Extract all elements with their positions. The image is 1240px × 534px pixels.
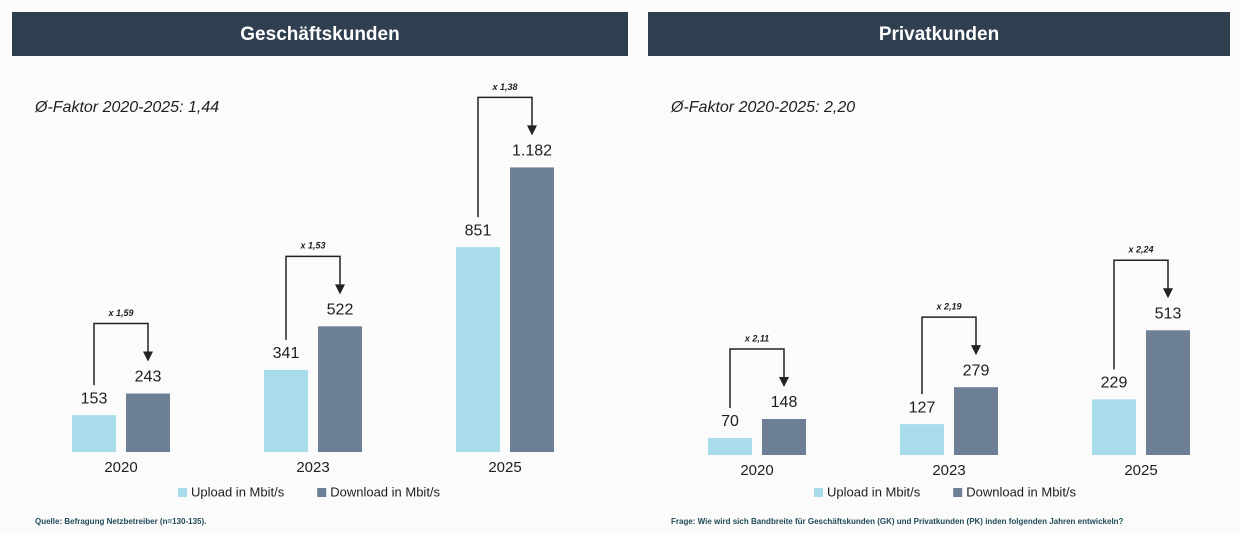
data-label: 229 — [1101, 375, 1128, 392]
data-label: 522 — [327, 302, 354, 319]
arrow-head — [779, 377, 789, 388]
subtitle: Ø-Faktor 2020-2025: 2,20 — [670, 99, 855, 116]
x-tick-label: 2020 — [740, 462, 773, 479]
arrow-head — [527, 125, 537, 136]
bar — [1146, 330, 1190, 455]
legend-swatch — [178, 488, 187, 497]
data-label: 851 — [465, 222, 492, 239]
x-tick-label: 2023 — [296, 459, 329, 476]
source-note: Quelle: Befragung Netzbetreiber (n=130-1… — [35, 517, 206, 526]
data-label: 1.182 — [512, 143, 552, 160]
factor-label: x 2,24 — [1127, 245, 1153, 255]
arrow-head — [971, 345, 981, 356]
legend-label: Download in Mbit/s — [330, 484, 440, 499]
bar — [264, 369, 308, 452]
bar — [318, 326, 362, 452]
legend-swatch — [317, 488, 327, 497]
data-label: 341 — [273, 345, 300, 362]
legend-label: Upload in Mbit/s — [191, 484, 285, 499]
bar — [72, 415, 116, 452]
subtitle: Ø-Faktor 2020-2025: 1,44 — [34, 99, 219, 116]
header-bar — [648, 12, 1230, 56]
factor-bracket — [921, 316, 977, 395]
bar — [456, 247, 500, 452]
factor-bracket — [93, 322, 149, 386]
source-note: Frage: Wie wird sich Bandbreite für Gesc… — [671, 517, 1124, 526]
bar — [1092, 399, 1136, 455]
data-label: 127 — [909, 399, 936, 416]
factor-bracket — [477, 96, 533, 218]
factor-label: x 1,38 — [491, 82, 517, 92]
header-bar — [12, 12, 628, 56]
data-label: 243 — [135, 369, 162, 386]
bar — [954, 387, 998, 455]
chart-title: Geschäftskunden — [240, 24, 399, 45]
bar — [900, 424, 944, 455]
arrow-head — [1163, 288, 1173, 299]
data-label: 279 — [963, 362, 990, 379]
data-label: 70 — [721, 413, 739, 430]
factor-bracket — [1113, 259, 1169, 370]
data-label: 513 — [1155, 306, 1182, 323]
factor-label: x 2,19 — [935, 302, 961, 312]
legend-swatch — [953, 488, 963, 497]
x-tick-label: 2025 — [488, 459, 521, 476]
factor-label: x 1,59 — [107, 308, 133, 318]
x-tick-label: 2020 — [104, 459, 137, 476]
factor-label: x 1,53 — [299, 241, 325, 251]
factor-bracket — [729, 348, 785, 408]
chart-title: Privatkunden — [879, 24, 999, 45]
bar — [762, 419, 806, 455]
legend-label: Download in Mbit/s — [966, 484, 1076, 499]
arrow-head — [335, 284, 345, 295]
data-label: 148 — [771, 394, 798, 411]
data-label: 153 — [81, 390, 108, 407]
legend-label: Upload in Mbit/s — [827, 484, 921, 499]
bar — [510, 167, 554, 452]
x-tick-label: 2023 — [932, 462, 965, 479]
legend-swatch — [814, 488, 823, 497]
factor-label: x 2,11 — [744, 333, 769, 343]
factor-bracket — [285, 255, 341, 340]
bar — [126, 393, 170, 452]
x-tick-label: 2025 — [1124, 462, 1157, 479]
bar — [708, 437, 752, 455]
arrow-head — [143, 351, 153, 362]
